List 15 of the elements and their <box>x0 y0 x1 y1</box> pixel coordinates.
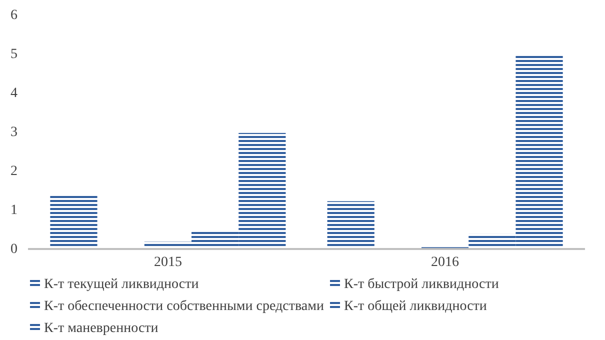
y-tick-label: 5 <box>10 46 18 62</box>
x-tick-label: 2015 <box>154 255 182 270</box>
legend-label: К-т маневренности <box>44 321 159 336</box>
y-tick-label: 0 <box>10 242 18 257</box>
bar <box>468 234 516 248</box>
y-tick-label: 4 <box>10 86 18 101</box>
legend-label: К-т общей ликвидности <box>344 299 488 314</box>
legend-label: К-т быстрой ликвидности <box>344 277 500 292</box>
legend-label: К-т текущей ликвидности <box>44 277 200 292</box>
y-tick-label: 6 <box>10 8 18 23</box>
y-tick-label: 2 <box>10 164 18 179</box>
legend-label: К-т обеспеченности собственными средствами <box>44 299 324 314</box>
x-tick-label: 2016 <box>431 255 460 270</box>
y-tick-label: 1 <box>10 202 18 218</box>
y-tick-label: 3 <box>10 124 18 140</box>
